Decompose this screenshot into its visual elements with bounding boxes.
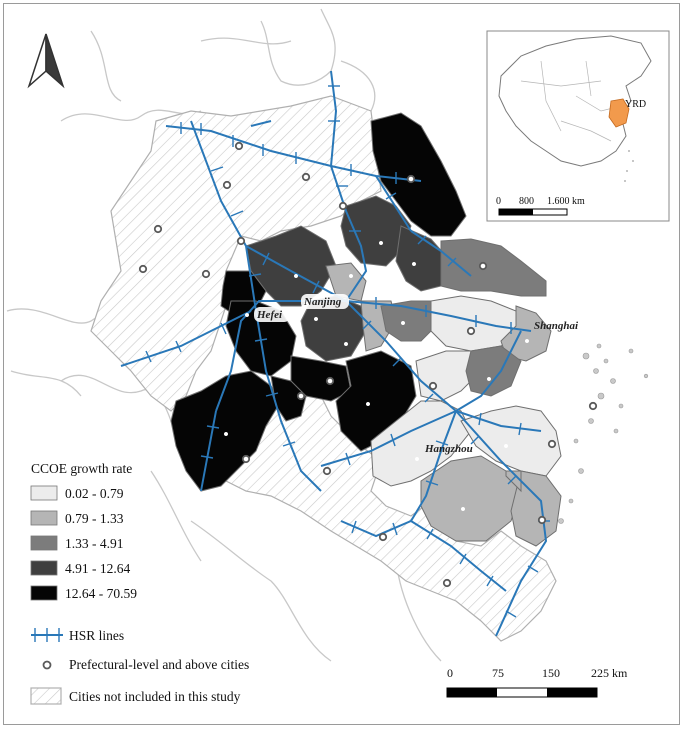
city-label-hangzhou: Hangzhou — [424, 443, 473, 455]
hsr-line — [120, 310, 252, 367]
city-labels: Nanjing Hefei Shanghai Hangzhou — [254, 294, 579, 455]
hsr-network — [120, 70, 548, 637]
legend-class-1: 0.02 - 0.79 — [65, 486, 124, 501]
legend-class-2: 0.79 - 1.33 — [65, 511, 124, 526]
hsr-line — [190, 120, 322, 492]
legend-swatch-2 — [30, 510, 58, 526]
inset-map: YRD 0 800 1.600 km — [486, 30, 670, 222]
city-dots — [223, 240, 530, 512]
region-anqing — [170, 370, 282, 492]
hsr-line — [345, 300, 542, 432]
hsr-line — [410, 230, 472, 277]
legend: CCOE growth rate 0.02 - 0.79 0.79 - 1.33… — [30, 461, 249, 705]
inset-china-outline — [498, 35, 652, 167]
region-yangzhou — [325, 262, 367, 302]
region-yancheng — [370, 112, 467, 237]
legend-hatch-icon — [30, 687, 62, 705]
scale-tick-75: 75 — [492, 666, 504, 680]
hsr-line — [245, 245, 532, 332]
city-markers — [138, 141, 598, 588]
region-huaian — [340, 195, 412, 267]
legend-swatch-1 — [30, 485, 58, 501]
legend-hsr-label: HSR lines — [69, 628, 124, 643]
scale-tick-150: 150 — [542, 666, 560, 680]
study-area-cities — [170, 112, 562, 547]
legend-swatch-5 — [30, 585, 58, 601]
region-jinhua — [420, 455, 522, 542]
legend-hsr-icon — [31, 628, 63, 642]
legend-city-marker-icon — [42, 660, 52, 670]
map-frame: Nanjing Hefei Shanghai Hangzhou YRD 0 80… — [3, 3, 680, 725]
legend-class-5: 12.64 - 70.59 — [65, 586, 137, 601]
legend-cities-label: Prefectural-level and above cities — [69, 657, 249, 672]
legend-class-4: 4.91 - 12.64 — [65, 561, 130, 576]
region-hangzhou — [370, 400, 472, 487]
legend-title: CCOE growth rate — [31, 461, 132, 476]
hsr-line — [410, 410, 457, 522]
inset-scale-0: 0 — [496, 196, 501, 207]
hsr-line — [165, 125, 422, 182]
map-canvas: Nanjing Hefei Shanghai Hangzhou YRD 0 80… — [6, 8, 670, 705]
coastal-islands — [558, 343, 649, 524]
region-nantong — [440, 238, 547, 297]
hsr-line — [375, 175, 412, 232]
scale-tick-0: 0 — [447, 666, 453, 680]
hsr-line — [200, 410, 217, 492]
region-taizhou — [395, 225, 447, 292]
scale-tick-225: 225 km — [591, 666, 628, 680]
city-label-hefei: Hefei — [256, 309, 283, 321]
legend-excluded-label: Cities not included in this study — [69, 689, 241, 704]
legend-swatch-3 — [30, 535, 58, 551]
city-label-nanjing: Nanjing — [303, 296, 342, 308]
hsr-line — [250, 120, 272, 127]
hsr-line — [455, 330, 522, 412]
inset-scale-800: 800 — [519, 196, 534, 207]
region-shaoxing — [460, 405, 562, 477]
inset-yrd-region — [608, 98, 630, 128]
legend-class-3: 1.33 - 4.91 — [65, 536, 124, 551]
hsr-line — [320, 410, 457, 467]
hsr-ticks — [145, 85, 550, 618]
legend-swatch-4 — [30, 560, 58, 576]
inset-yrd-label: YRD — [625, 99, 646, 110]
north-arrow-icon — [27, 33, 65, 89]
scale-bar: 0 75 150 225 km — [446, 666, 628, 698]
city-label-shanghai: Shanghai — [534, 320, 579, 332]
inset-scale-1600: 1.600 km — [547, 196, 585, 207]
hsr-line — [329, 70, 368, 302]
